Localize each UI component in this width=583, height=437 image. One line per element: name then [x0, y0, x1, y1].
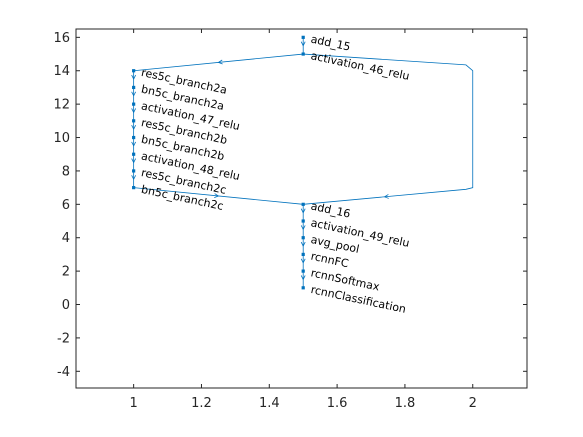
node-bn5c_branch2b — [132, 135, 136, 140]
edge-arrow-2 — [131, 74, 137, 80]
node-bn5c_branch2c — [132, 186, 136, 190]
x-tick-label: 1.4 — [259, 396, 280, 411]
y-tick-label: 10 — [53, 131, 70, 146]
node-activation_46_relu — [301, 52, 305, 56]
y-tick-label: 16 — [53, 31, 70, 46]
node-avg_pool — [301, 236, 305, 240]
edge-arrow-14 — [300, 258, 306, 264]
node-res5c_branch2a — [132, 69, 136, 73]
y-tick-label: -4 — [57, 365, 70, 380]
node-res5c_branch2c — [132, 169, 136, 173]
edge-arrow-1 — [217, 59, 223, 65]
edge-arrow-13 — [300, 241, 306, 247]
nodes-layer — [132, 35, 305, 290]
x-tick-label: 1.6 — [327, 396, 348, 411]
x-tick-label: 1 — [130, 396, 138, 411]
y-tick-label: 14 — [53, 64, 70, 79]
edge-activation_46_relu-to-add_16 — [303, 53, 474, 205]
node-rcnnSoftmax — [301, 269, 305, 273]
x-tick-label: 1.8 — [395, 396, 416, 411]
edge-arrow-11 — [300, 208, 306, 214]
node-rcnnFC — [301, 252, 305, 257]
axes: 1 1.2 1.4 1.6 1.8 2 -4 -2 0 2 4 6 8 10 12 14 16 — [53, 28, 528, 411]
y-tick-label: 2 — [62, 265, 70, 280]
edges-layer — [131, 37, 474, 288]
edge-arrow-7 — [131, 158, 137, 164]
edge-arrow-3 — [131, 91, 137, 97]
edge-arrow-0 — [300, 41, 306, 47]
edge-arrow-4 — [131, 108, 137, 114]
node-activation_47_relu — [132, 102, 136, 106]
node-res5c_branch2b — [132, 119, 136, 123]
edge-arrow-12 — [300, 225, 306, 231]
node-label-activation_46_relu: activation_46_relu — [310, 49, 411, 83]
node-labels-layer: add_15activation_46_relures5c_branch2abn… — [140, 33, 411, 316]
node-add_16 — [301, 202, 305, 206]
axes-box — [75, 28, 528, 389]
y-tick-label: 12 — [53, 98, 70, 113]
node-add_15 — [301, 35, 305, 39]
edge-arrow-8 — [131, 175, 137, 181]
edge-arrow-10 — [383, 194, 389, 199]
edge-arrow-5 — [131, 125, 137, 131]
x-tick-label: 2 — [469, 396, 477, 411]
edge-arrow-6 — [131, 141, 137, 147]
edge-arrow-15 — [300, 275, 306, 281]
y-tick-label: 8 — [62, 164, 70, 179]
y-tick-label: 4 — [62, 231, 70, 246]
y-tick-label: 6 — [62, 198, 70, 213]
x-tick-label: 1.2 — [191, 396, 212, 411]
node-activation_48_relu — [132, 152, 136, 156]
edge-arrow-9 — [214, 193, 220, 198]
node-rcnnClassification — [301, 286, 305, 290]
node-activation_49_relu — [301, 219, 305, 223]
y-tick-label: -2 — [57, 331, 70, 346]
y-tick-label: 0 — [62, 298, 70, 313]
node-bn5c_branch2a — [132, 85, 136, 90]
